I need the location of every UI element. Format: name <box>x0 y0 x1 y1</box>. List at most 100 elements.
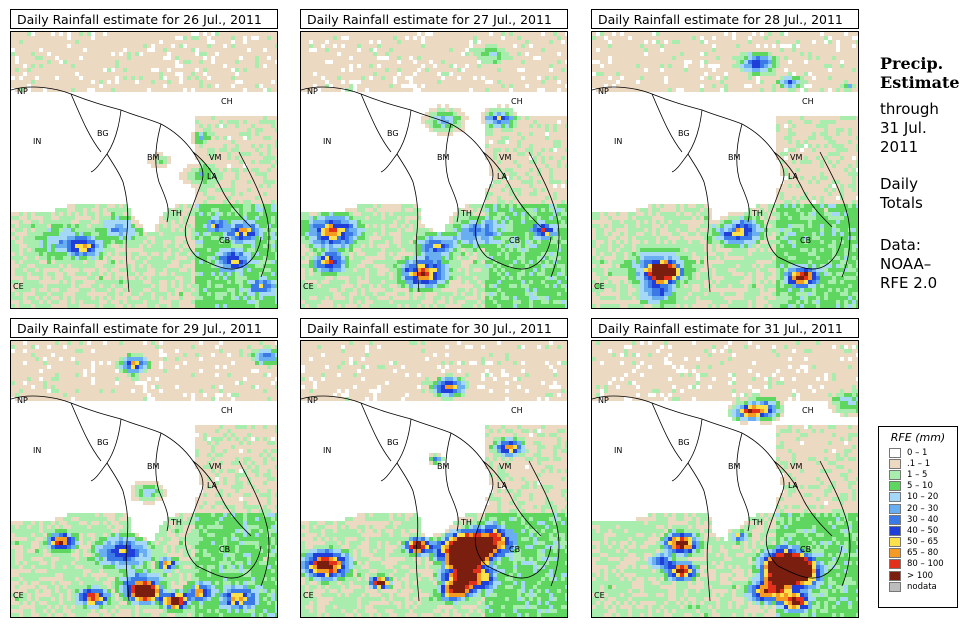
country-label-in: IN <box>323 446 331 455</box>
country-border <box>474 492 492 567</box>
panel-title: Daily Rainfall estimate for 28 Jul., 201… <box>591 9 859 29</box>
country-label-bg: BG <box>97 129 109 138</box>
country-border <box>687 462 711 602</box>
legend-swatch <box>889 469 901 480</box>
country-border <box>671 109 703 173</box>
country-label-la: LA <box>497 481 508 490</box>
country-border <box>360 93 392 153</box>
legend-swatch <box>889 570 901 581</box>
rainfall-map: NP CH IN BG BM VM LA TH CB CE <box>11 341 277 617</box>
legend-swatch <box>889 559 901 570</box>
country-label-ce: CE <box>303 591 314 600</box>
panel-title: Daily Rainfall estimate for 30 Jul., 201… <box>300 318 568 338</box>
country-label-np: NP <box>307 396 318 405</box>
country-label-bg: BG <box>678 129 690 138</box>
country-label-ce: CE <box>303 282 314 291</box>
legend-swatch <box>889 492 901 503</box>
country-border <box>11 86 162 125</box>
country-label-bg: BG <box>97 438 109 447</box>
country-border <box>184 183 202 258</box>
legend-label: 5 – 10 <box>907 481 933 492</box>
map-area: NP CH IN BG BM VM LA TH CB CE <box>300 340 568 618</box>
country-label-cb: CB <box>219 545 230 554</box>
country-label-th: TH <box>170 518 182 527</box>
country-label-vm: VM <box>790 153 802 162</box>
rainfall-map: NP CH IN BG BM VM LA TH CB CE <box>592 32 858 308</box>
panel-title: Daily Rainfall estimate for 31 Jul., 201… <box>591 318 859 338</box>
legend-swatch <box>889 503 901 514</box>
country-border <box>380 418 412 482</box>
legend-title: RFE (mm) <box>890 431 946 444</box>
country-label-vm: VM <box>790 462 802 471</box>
map-panel-3: Daily Rainfall estimate for 28 Jul., 201… <box>591 9 859 309</box>
country-border <box>90 418 122 482</box>
legend-label: .1 – 1 <box>907 458 931 469</box>
country-label-ch: CH <box>511 97 523 106</box>
country-label-ch: CH <box>221 97 233 106</box>
legend-label: > 100 <box>907 570 934 581</box>
country-label-ce: CE <box>13 591 24 600</box>
legend-item: 80 – 100 <box>889 559 957 570</box>
country-label-bg: BG <box>387 129 399 138</box>
country-border <box>445 432 459 532</box>
country-border <box>777 545 843 579</box>
legend-item: .1 – 1 <box>889 458 957 469</box>
country-border <box>192 151 252 228</box>
side-year: 2011 <box>880 138 919 156</box>
country-label-bm: BM <box>147 462 159 471</box>
side-totals: Totals <box>880 194 923 212</box>
country-border <box>765 183 783 258</box>
rainfall-map: NP CH IN BG BM VM LA TH CB CE <box>301 32 567 308</box>
panel-title: Daily Rainfall estimate for 27 Jul., 201… <box>300 9 568 29</box>
legend-label: 10 – 20 <box>907 492 939 503</box>
map-area: NP CH IN BG BM VM LA TH CB CE <box>10 340 278 618</box>
country-label-la: LA <box>207 172 218 181</box>
country-label-la: LA <box>788 172 799 181</box>
country-border <box>196 236 262 270</box>
country-border <box>486 545 552 579</box>
country-label-vm: VM <box>209 153 221 162</box>
legend-swatch <box>889 525 901 536</box>
country-border <box>238 460 270 587</box>
rainfall-map: NP CH IN BG BM VM LA TH CB CE <box>301 341 567 617</box>
side-data-source1: NOAA– <box>880 255 932 273</box>
panel-title: Daily Rainfall estimate for 29 Jul., 201… <box>10 318 278 338</box>
legend-label: nodata <box>907 581 937 592</box>
legend-swatch <box>889 447 901 458</box>
country-label-np: NP <box>17 396 28 405</box>
legend-swatch <box>889 514 901 525</box>
country-label-ch: CH <box>511 406 523 415</box>
country-label-bm: BM <box>437 153 449 162</box>
country-label-ch: CH <box>802 97 814 106</box>
country-label-cb: CB <box>800 236 811 245</box>
country-label-in: IN <box>33 137 41 146</box>
legend-label: 50 – 65 <box>907 537 939 548</box>
country-label-cb: CB <box>509 236 520 245</box>
side-title-line1: Precip. <box>880 54 944 73</box>
country-border <box>592 395 743 434</box>
country-label-la: LA <box>207 481 218 490</box>
legend-label: 1 – 5 <box>907 469 928 480</box>
country-border <box>687 153 711 293</box>
country-border <box>155 432 169 532</box>
country-label-th: TH <box>460 209 472 218</box>
map-area: NP CH IN BG BM VM LA TH CB CE <box>591 340 859 618</box>
legend-item: 50 – 65 <box>889 537 957 548</box>
legend-swatch <box>889 481 901 492</box>
country-border <box>196 545 262 579</box>
legend-item: 40 – 50 <box>889 525 957 536</box>
side-data-label: Data: <box>880 236 921 254</box>
side-daily: Daily <box>880 175 918 193</box>
country-border <box>773 151 833 228</box>
side-title-line2: Estimate <box>880 73 960 92</box>
map-area: NP CH IN BG BM VM LA TH CB CE <box>300 31 568 309</box>
country-border <box>773 460 833 537</box>
country-border <box>380 109 412 173</box>
country-border <box>528 151 560 278</box>
country-border <box>765 492 783 567</box>
country-label-vm: VM <box>499 462 511 471</box>
map-panel-4: Daily Rainfall estimate for 29 Jul., 201… <box>10 318 278 618</box>
legend-item: 5 – 10 <box>889 481 957 492</box>
country-border <box>736 123 750 223</box>
